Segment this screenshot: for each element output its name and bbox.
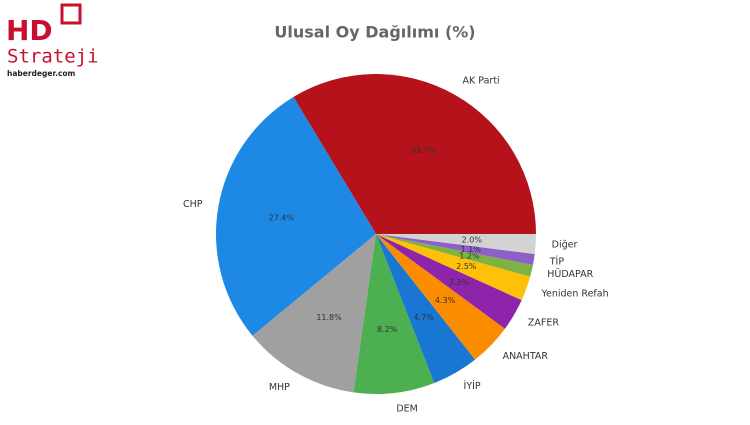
- category-label: TİP: [549, 257, 565, 268]
- category-label: DEM: [396, 403, 418, 414]
- value-label: 2.5%: [456, 262, 477, 271]
- logo-icon: [60, 3, 82, 25]
- logo: HD Strateji haberdeger.com: [6, 3, 99, 78]
- pie-slice: [376, 234, 531, 301]
- pie-slice: [215, 96, 376, 336]
- category-label: ZAFER: [528, 317, 559, 328]
- pie-slice: [376, 234, 505, 360]
- category-label: MHP: [269, 382, 290, 393]
- category-label: AK Parti: [463, 75, 500, 86]
- category-label: Diğer: [552, 240, 578, 251]
- value-label: 2.0%: [462, 236, 483, 245]
- value-label: 11.8%: [316, 313, 342, 322]
- category-label: ANAHTAR: [503, 351, 549, 362]
- category-label: Yeniden Refah: [540, 289, 608, 300]
- pie-slice: [376, 234, 536, 255]
- category-label: CHP: [183, 199, 203, 210]
- pie-slice: [376, 234, 533, 277]
- logo-site: haberdeger.com: [7, 69, 76, 78]
- value-label: 27.4%: [269, 213, 295, 222]
- category-label: İYİP: [464, 381, 481, 392]
- pie-slice: [376, 234, 535, 265]
- value-label: 8.2%: [377, 325, 398, 334]
- value-label: 1.2%: [459, 252, 480, 261]
- pie-slice: [252, 234, 376, 393]
- pie-slice: [376, 234, 476, 383]
- value-label: 33.7%: [411, 146, 437, 155]
- logo-mark: HD: [6, 14, 53, 47]
- value-label: 4.7%: [414, 313, 435, 322]
- chart-title: Ulusal Oy Dağılımı (%): [274, 23, 475, 42]
- logo-name: Strateji: [7, 46, 99, 68]
- pie-slice: [353, 234, 435, 394]
- value-label: 4.3%: [435, 296, 456, 305]
- pie-slice: [376, 234, 522, 329]
- value-label: 1.1%: [461, 245, 482, 254]
- pie-slice: [293, 73, 536, 234]
- value-label: 3.3%: [449, 278, 470, 287]
- category-label: HÜDAPAR: [547, 269, 593, 280]
